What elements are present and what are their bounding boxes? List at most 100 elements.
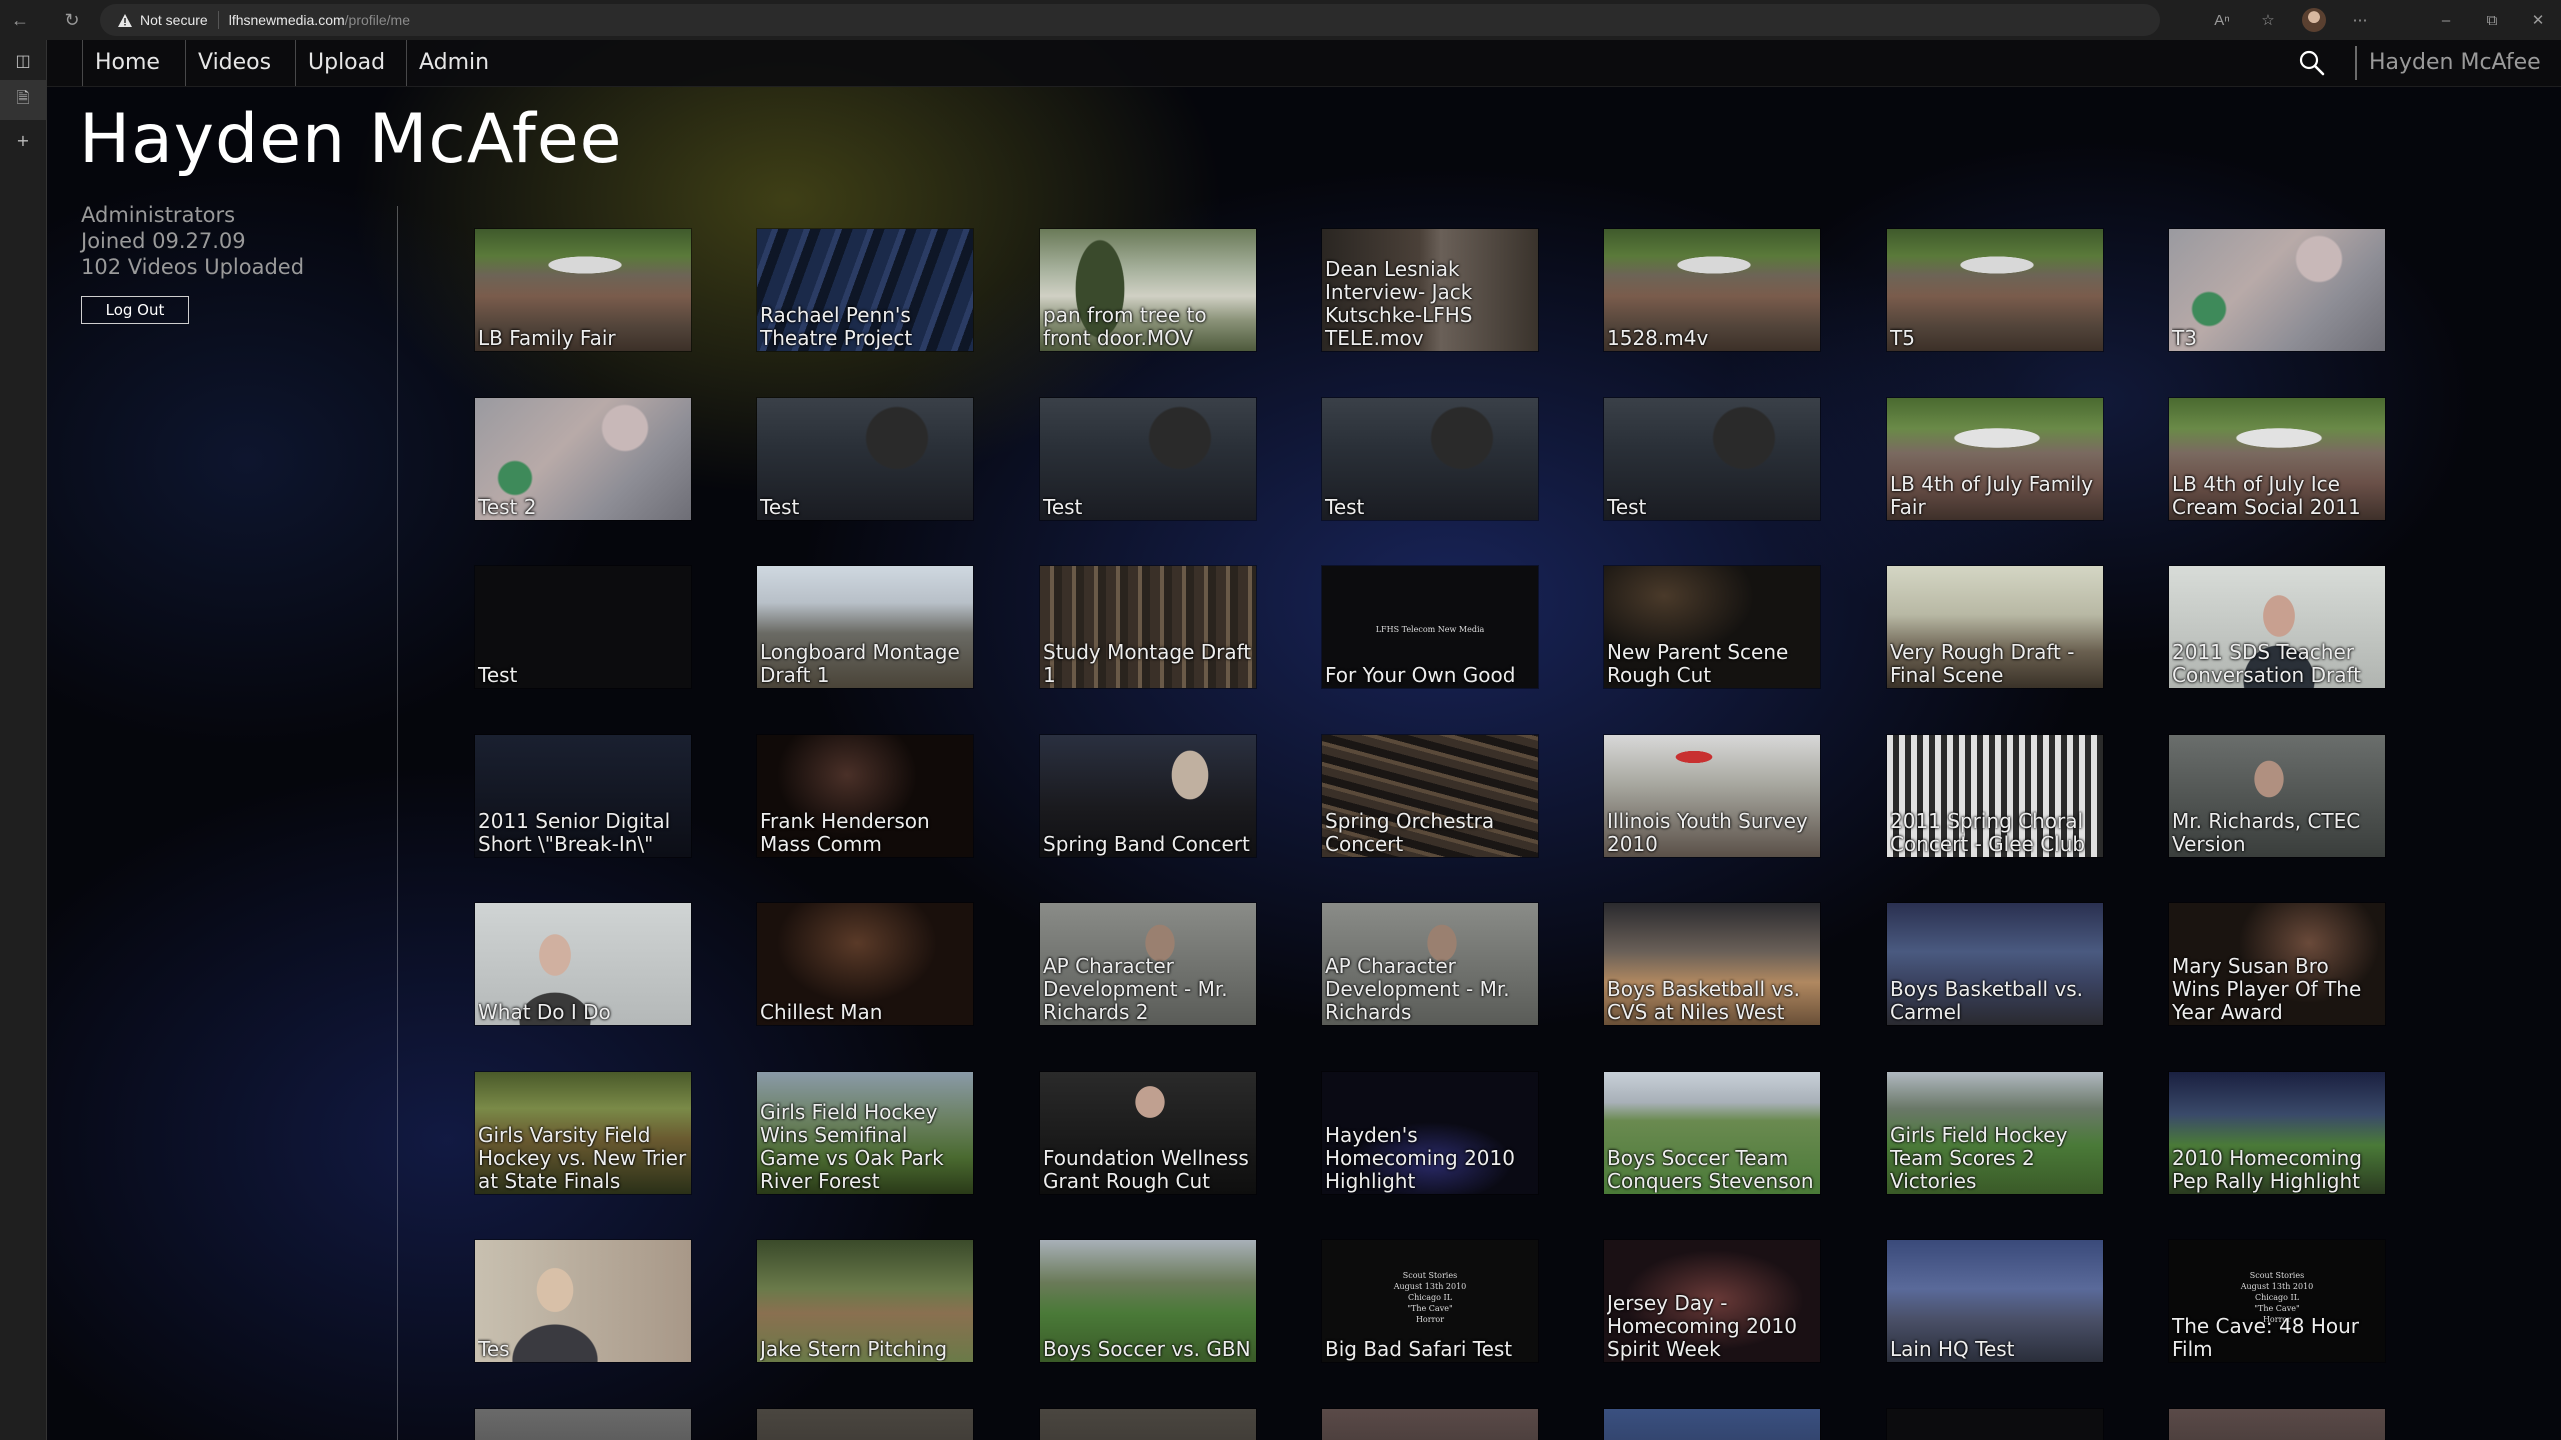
warning-icon[interactable] (116, 11, 134, 29)
video-title: Rachael Penn's Theatre Project (760, 304, 913, 350)
video-tile[interactable]: LB Family Fair (475, 229, 691, 351)
video-tile[interactable]: Tes (475, 1240, 691, 1362)
video-thumbnail (1887, 1409, 2103, 1440)
video-tile[interactable] (2169, 1409, 2385, 1440)
refresh-icon[interactable]: ↻ (64, 9, 80, 30)
nav-admin[interactable]: Admin (406, 40, 489, 86)
video-tile[interactable]: Scout Stories August 13th 2010 Chicago I… (2169, 1240, 2385, 1362)
video-tile[interactable]: Test (1040, 398, 1256, 520)
video-tile[interactable]: Study Montage Draft 1 (1040, 566, 1256, 688)
more-icon[interactable]: ⋯ (2352, 12, 2368, 29)
video-tile[interactable]: 2010 Homecoming Pep Rally Highlight (2169, 1072, 2385, 1194)
video-tile[interactable]: New Parent Scene Rough Cut (1604, 566, 1820, 688)
not-secure-label[interactable]: Not secure (140, 12, 208, 28)
url-host[interactable]: lfhsnewmedia.com (228, 12, 345, 28)
video-tile[interactable] (757, 1409, 973, 1440)
video-tile[interactable]: Mary Susan Bro Wins Player Of The Year A… (2169, 903, 2385, 1025)
video-tile[interactable]: Foundation Wellness Grant Rough Cut (1040, 1072, 1256, 1194)
video-tile[interactable]: Frank Henderson Mass Comm (757, 735, 973, 857)
video-tile[interactable] (1322, 1409, 1538, 1440)
video-tile[interactable] (1040, 1409, 1256, 1440)
video-tile[interactable]: Test 2 (475, 398, 691, 520)
video-tile[interactable]: Boys Soccer vs. GBN (1040, 1240, 1256, 1362)
video-tile[interactable]: What Do I Do (475, 903, 691, 1025)
video-tile[interactable]: Test (475, 566, 691, 688)
back-icon[interactable]: ← (11, 9, 29, 30)
video-tile[interactable]: Boys Basketball vs. Carmel (1887, 903, 2103, 1025)
video-tile[interactable]: 2011 Senior Digital Short \"Break-In\" (475, 735, 691, 857)
video-tile[interactable]: Mr. Richards, CTEC Version (2169, 735, 2385, 857)
video-title: AP Character Development - Mr. Richards … (1043, 955, 1228, 1024)
read-aloud-icon[interactable]: Aⁿ (2214, 11, 2230, 29)
video-tile[interactable] (1887, 1409, 2103, 1440)
video-tile[interactable]: Test (757, 398, 973, 520)
video-tile[interactable]: Scout Stories August 13th 2010 Chicago I… (1322, 1240, 1538, 1362)
video-title: Boys Soccer vs. GBN (1043, 1338, 1251, 1361)
browser-actions: Aⁿ ☆ ⋯ – ⧉ ✕ (2199, 0, 2561, 40)
tab-actions-icon[interactable]: ◫ (15, 50, 31, 70)
video-tile[interactable]: Chillest Man (757, 903, 973, 1025)
video-tile[interactable]: Jake Stern Pitching (757, 1240, 973, 1362)
video-tile[interactable]: Illinois Youth Survey 2010 (1604, 735, 1820, 857)
video-tile[interactable]: LB 4th of July Ice Cream Social 2011 (2169, 398, 2385, 520)
video-tile[interactable] (475, 1409, 691, 1440)
video-title: 1528.m4v (1607, 327, 1709, 350)
video-tile[interactable]: Hayden's Homecoming 2010 Highlight (1322, 1072, 1538, 1194)
video-tile[interactable]: 1528.m4v (1604, 229, 1820, 351)
video-title: Frank Henderson Mass Comm (760, 810, 930, 856)
video-tile[interactable]: Dean Lesniak Interview- Jack Kutschke-LF… (1322, 229, 1538, 351)
search-icon[interactable] (2287, 40, 2337, 86)
video-tile[interactable]: Lain HQ Test (1887, 1240, 2103, 1362)
video-tile[interactable]: LFHS Telecom New Media For Your Own Good (1322, 566, 1538, 688)
video-title: 2010 Homecoming Pep Rally Highlight (2172, 1147, 2362, 1193)
video-tile[interactable]: T3 (2169, 229, 2385, 351)
video-tile[interactable]: Test (1322, 398, 1538, 520)
video-tile[interactable]: Spring Orchestra Concert (1322, 735, 1538, 857)
new-tab-icon[interactable]: + (16, 130, 30, 150)
video-tile[interactable]: 2011 Spring Choral Concert - Glee Club (1887, 735, 2103, 857)
video-tile[interactable]: LB 4th of July Family Fair (1887, 398, 2103, 520)
video-title: 2011 Spring Choral Concert - Glee Club (1890, 810, 2086, 856)
video-tile[interactable] (1604, 1409, 1820, 1440)
video-tile[interactable]: AP Character Development - Mr. Richards (1322, 903, 1538, 1025)
video-tile[interactable]: AP Character Development - Mr. Richards … (1040, 903, 1256, 1025)
restore-icon[interactable]: ⧉ (2486, 11, 2498, 29)
video-title: T5 (1890, 327, 1915, 350)
favorites-icon[interactable]: ☆ (2261, 12, 2275, 29)
video-title: LB Family Fair (478, 327, 616, 350)
address-bar[interactable]: Not secure lfhsnewmedia.com/profile/me (100, 4, 2160, 36)
video-grid: LB Family Fair Rachael Penn's Theatre Pro… (47, 40, 2561, 1440)
video-tile[interactable]: Very Rough Draft - Final Scene (1887, 566, 2103, 688)
vertical-tab-strip: ◫ 🗎 + (0, 40, 47, 1440)
video-tile[interactable]: Boys Soccer Team Conquers Stevenson (1604, 1072, 1820, 1194)
video-tile[interactable]: Test (1604, 398, 1820, 520)
video-title: Mr. Richards, CTEC Version (2172, 810, 2361, 856)
url-path[interactable]: /profile/me (344, 12, 410, 28)
video-tile[interactable]: Girls Varsity Field Hockey vs. New Trier… (475, 1072, 691, 1194)
nav-videos[interactable]: Videos (185, 40, 271, 86)
logout-button[interactable]: Log Out (81, 296, 189, 324)
video-title: LB 4th of July Family Fair (1890, 473, 2094, 519)
nav-user[interactable]: Hayden McAfee (2355, 46, 2559, 80)
video-tile[interactable]: Longboard Montage Draft 1 (757, 566, 973, 688)
video-title: Test (1325, 496, 1365, 519)
video-tile[interactable]: Jersey Day - Homecoming 2010 Spirit Week (1604, 1240, 1820, 1362)
tab-current[interactable]: 🗎 (0, 80, 46, 120)
video-title: Test 2 (478, 496, 537, 519)
video-tile[interactable]: 2011 SDS Teacher Conversation Draft (2169, 566, 2385, 688)
video-tile[interactable]: pan from tree to front door.MOV (1040, 229, 1256, 351)
video-title: Test (1043, 496, 1083, 519)
video-tile[interactable]: T5 (1887, 229, 2103, 351)
video-title: Very Rough Draft - Final Scene (1890, 641, 2075, 687)
video-tile[interactable]: Girls Field Hockey Wins Semifinal Game v… (757, 1072, 973, 1194)
nav-upload[interactable]: Upload (295, 40, 385, 86)
video-tile[interactable]: Rachael Penn's Theatre Project (757, 229, 973, 351)
video-tile[interactable]: Girls Field Hockey Team Scores 2 Victori… (1887, 1072, 2103, 1194)
video-tile[interactable]: Spring Band Concert (1040, 735, 1256, 857)
video-tile[interactable]: Boys Basketball vs. CVS at Niles West (1604, 903, 1820, 1025)
close-icon[interactable]: ✕ (2531, 12, 2545, 29)
video-title: Boys Basketball vs. Carmel (1890, 978, 2084, 1024)
nav-home[interactable]: Home (82, 40, 160, 86)
profile-button[interactable] (2291, 0, 2337, 40)
minimize-icon[interactable]: – (2441, 11, 2451, 29)
